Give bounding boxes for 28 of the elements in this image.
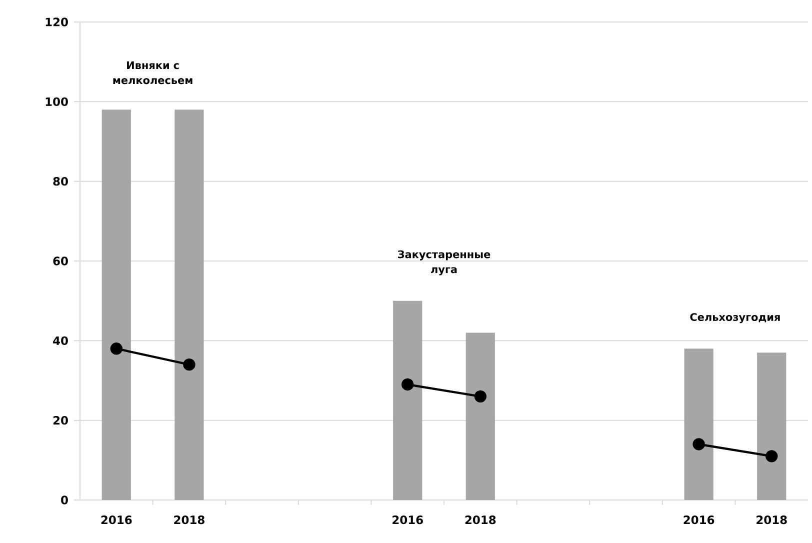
x-tick-label: 2016 [684, 516, 714, 524]
annotation: Сельхозугодия [690, 313, 780, 324]
point [183, 358, 196, 371]
bar [684, 348, 714, 500]
bar [466, 332, 495, 500]
point [474, 390, 487, 403]
y-tick-label: 120 [46, 18, 68, 26]
x-tick-label: 2016 [392, 516, 423, 524]
y-tick-label: 40 [53, 336, 68, 345]
bar [174, 110, 204, 500]
bar [102, 110, 131, 500]
point [110, 342, 122, 355]
x-tick-label: 2016 [101, 516, 132, 524]
y-tick-label: 80 [53, 177, 68, 186]
bar [757, 352, 786, 500]
y-tick-label: 100 [46, 97, 68, 106]
x-tick-label: 2018 [465, 516, 496, 524]
point [692, 438, 705, 450]
y-tick-label: 0 [61, 496, 68, 504]
annotation: Закустаренные луга [398, 250, 490, 276]
x-tick-label: 2018 [756, 516, 787, 524]
bar [393, 300, 422, 500]
y-tick-label: 20 [53, 416, 68, 425]
point [766, 450, 778, 462]
x-tick-label: 2018 [174, 516, 204, 524]
annotation: Ивняки с мелколесьем [113, 61, 192, 84]
point [402, 378, 414, 391]
y-tick-label: 60 [53, 256, 68, 266]
